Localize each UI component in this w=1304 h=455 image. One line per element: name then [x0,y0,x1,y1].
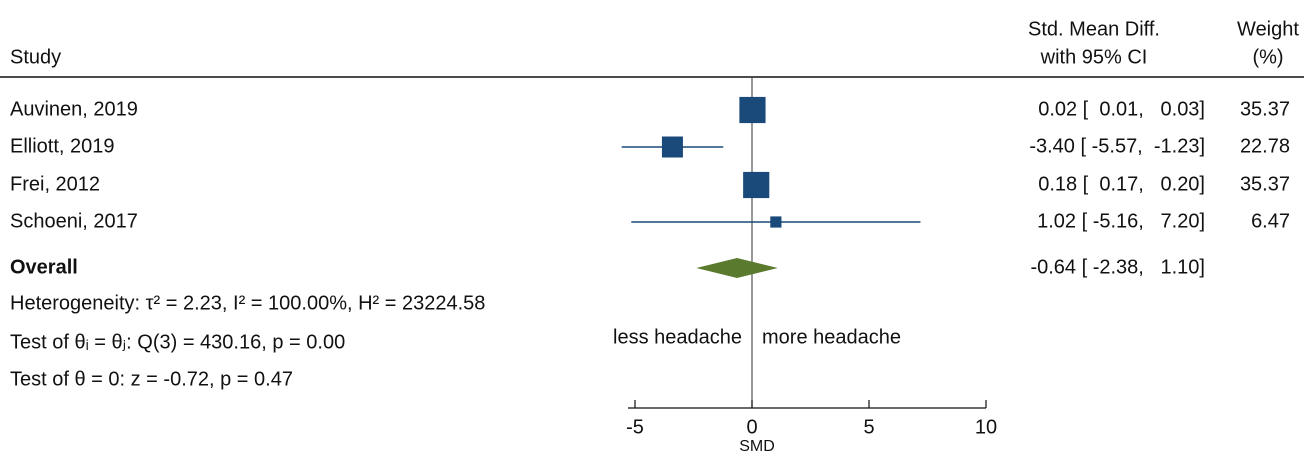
overall-ci-label: -0.64 [ -2.38, 1.10] [1030,256,1205,278]
weight-header: (%) [1252,46,1283,68]
annotation-right: more headache [762,326,901,348]
estimate-square [743,171,770,199]
x-tick-label: -5 [626,416,644,438]
weight-header: Weight [1237,18,1299,40]
weight-label: 35.37 [1240,98,1290,120]
ci-label: 1.02 [ -5.16, 7.20] [1037,210,1205,232]
study-name: Frei, 2012 [10,173,100,195]
study-name: Elliott, 2019 [10,135,115,157]
x-tick-label: 10 [975,416,997,438]
x-axis-label: SMD [739,438,775,455]
ci-label: 0.18 [ 0.17, 0.20] [1038,173,1205,195]
weight-label: 6.47 [1251,210,1290,232]
stat-note: Test of θ = 0: z = -0.72, p = 0.47 [10,368,293,390]
effect-header: with 95% CI [1040,46,1148,68]
weight-label: 22.78 [1240,135,1290,157]
stat-note: Test of θᵢ = θⱼ: Q(3) = 430.16, p = 0.00 [10,331,345,353]
weight-label: 35.37 [1240,173,1290,195]
study-name: Schoeni, 2017 [10,210,138,232]
overall-name: Overall [10,256,78,278]
stat-note: Heterogeneity: τ² = 2.23, I² = 100.00%, … [10,292,485,314]
estimate-square [739,96,766,124]
ci-label: 0.02 [ 0.01, 0.03] [1038,98,1205,120]
estimate-square [770,216,782,228]
annotation-left: less headache [613,326,742,348]
overall-diamond [696,258,778,278]
estimate-square [661,136,683,158]
x-tick-label: 5 [863,416,874,438]
effect-header: Std. Mean Diff. [1028,18,1160,40]
ci-label: -3.40 [ -5.57, -1.23] [1029,135,1205,157]
x-tick-label: 0 [746,416,757,438]
study-name: Auvinen, 2019 [10,98,138,120]
study-header: Study [10,46,61,68]
